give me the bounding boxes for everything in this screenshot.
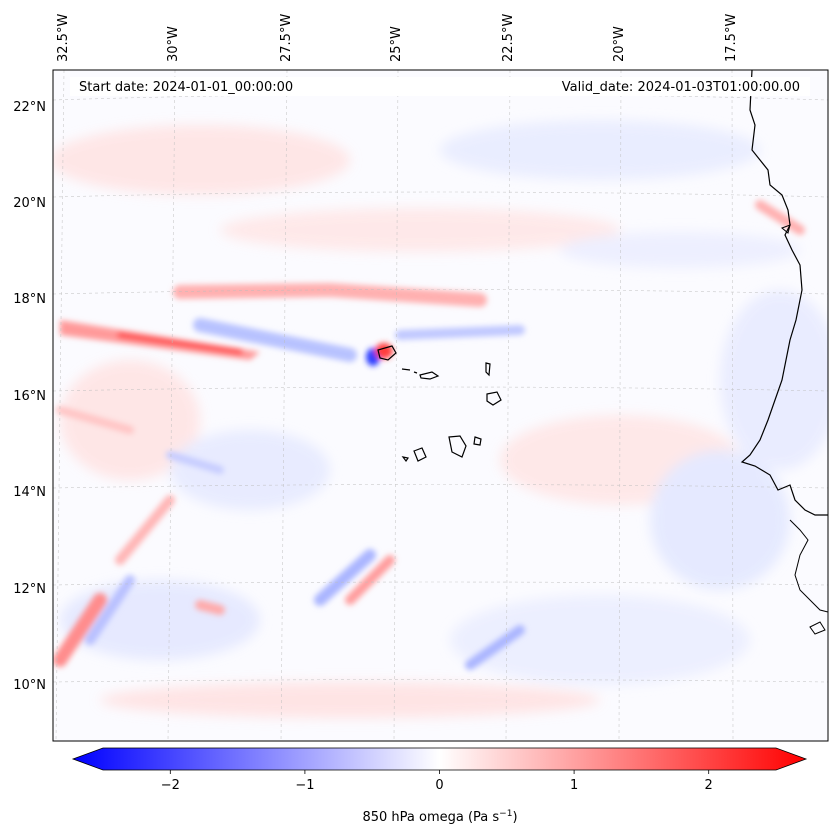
valid-date-label: Valid_date: 2024-01-03T01:00:00.00: [562, 80, 800, 95]
lon-label-22-5w: 22.5°W: [501, 14, 516, 62]
gridlines: [53, 70, 828, 741]
lon-label-17-5w: 17.5°W: [724, 14, 739, 62]
header-strip: [70, 77, 810, 96]
lat-label-22n: 22°N: [13, 100, 46, 115]
cape-verde-islands: [377, 345, 502, 463]
colorbar-body: [71, 747, 808, 771]
colorbar-tick-label: 0: [435, 778, 443, 793]
lon-label-25w: 25°W: [389, 26, 404, 62]
lat-label-12n: 12°N: [13, 582, 46, 597]
lon-label-27-5w: 27.5°W: [279, 14, 294, 62]
colorbar-tick-label: 1: [570, 778, 578, 793]
lon-label-20w: 20°W: [612, 26, 627, 62]
lat-label-14n: 14°N: [13, 485, 46, 500]
lat-label-20n: 20°N: [13, 196, 46, 211]
lat-label-16n: 16°N: [13, 389, 46, 404]
colorbar-tick-label: 2: [705, 778, 713, 793]
colorbar-tick-label: −2: [161, 778, 180, 793]
start-date-label: Start date: 2024-01-01_00:00:00: [79, 80, 293, 95]
colorbar: −2 −1 0 1 2 850 hPa omega (Pa s−1): [71, 747, 808, 825]
colorbar-tick-label: −1: [295, 778, 314, 793]
map-frame: [52, 69, 829, 742]
coastline-africa: [740, 70, 828, 516]
lon-label-32-5w: 32.5°W: [56, 14, 71, 62]
coastline-guinea: [789, 519, 828, 613]
colorbar-ticks: −2 −1 0 1 2: [161, 770, 713, 793]
longitude-labels: 32.5°W 30°W 27.5°W 25°W 22.5°W 20°W 17.5…: [56, 14, 739, 62]
map-panel: Start date: 2024-01-01_00:00:00 Valid_da…: [53, 70, 828, 741]
colorbar-label: 850 hPa omega (Pa s−1): [362, 809, 517, 825]
lon-label-30w: 30°W: [166, 26, 181, 62]
lat-label-10n: 10°N: [13, 678, 46, 693]
lat-label-18n: 18°N: [13, 292, 46, 307]
latitude-labels: 22°N 20°N 18°N 16°N 14°N 12°N 10°N: [13, 100, 46, 693]
